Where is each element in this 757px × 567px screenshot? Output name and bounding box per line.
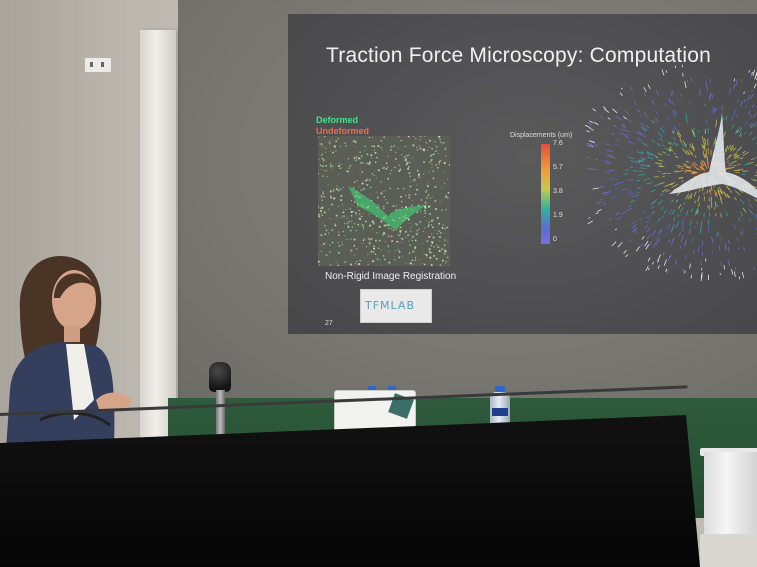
- slide-page-number: 27: [325, 320, 333, 327]
- displacement-colorbar: [541, 144, 550, 244]
- slide-caption: Non-Rigid Image Registration: [325, 271, 457, 282]
- microphone-head: [209, 362, 231, 392]
- legend-undeformed: Undeformed: [316, 126, 370, 136]
- presentation-slide: Traction Force Microscopy: Computation D…: [288, 14, 757, 334]
- legend-deformed: Deformed: [316, 115, 359, 125]
- wall-outlet: [84, 57, 112, 73]
- lectern: [0, 415, 700, 567]
- colorbar-tick: 1.9: [553, 212, 563, 219]
- colorbar-tick: 3.8: [553, 188, 563, 195]
- colorbar-tick: 5.7: [553, 164, 563, 171]
- waste-bin: [704, 452, 757, 534]
- microphone: [209, 362, 233, 442]
- tfmlab-logo: TFMLAB: [360, 289, 432, 323]
- slide-title: Traction Force Microscopy: Computation: [326, 44, 711, 67]
- colorbar-tick: 7.6: [553, 140, 563, 147]
- microphone-stand: [216, 390, 225, 440]
- floor: [700, 534, 757, 567]
- bottle-caps: [366, 386, 406, 394]
- bead-displacement-image: [318, 136, 450, 266]
- water-bottle: [490, 386, 510, 432]
- wall-pillar: [140, 30, 176, 440]
- displacement-vector-field: [584, 54, 757, 294]
- colorbar-tick: 0: [553, 236, 557, 243]
- presenter: [6, 255, 132, 450]
- colorbar-label: Displacements (um): [510, 132, 573, 139]
- logo-text: TFMLAB: [365, 299, 415, 312]
